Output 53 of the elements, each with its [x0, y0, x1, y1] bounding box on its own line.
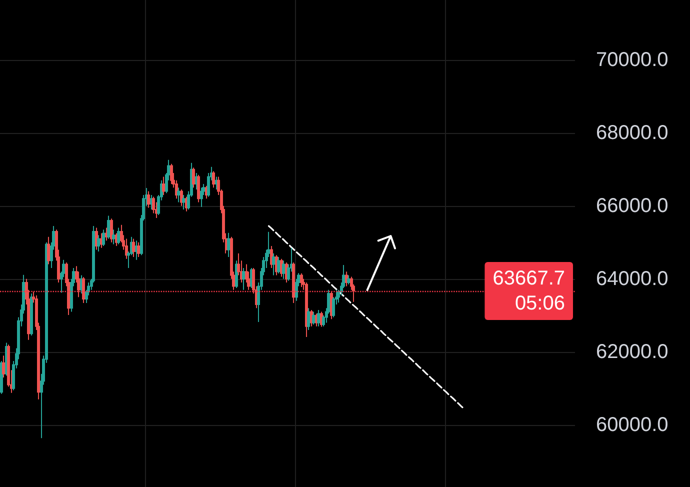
candlestick [147, 190, 150, 208]
candlestick [212, 170, 215, 188]
candlestick [227, 232, 230, 258]
candlestick [102, 229, 105, 247]
candlestick [317, 309, 320, 327]
candlestick [272, 252, 275, 276]
candlestick [107, 215, 110, 240]
candlestick [215, 176, 218, 190]
candlestick [292, 262, 295, 304]
candlestick [170, 163, 173, 184]
y-tick-label: 60000.0 [596, 414, 668, 436]
candlestick [2, 355, 5, 378]
annotation: 05:06 [514, 292, 565, 315]
candlestick [82, 276, 85, 304]
candlestick [112, 229, 115, 245]
y-tick-label: 68000.0 [596, 122, 668, 144]
candlestick [105, 227, 108, 242]
candlestick [97, 234, 100, 252]
y-tick-label: 64000.0 [596, 268, 668, 290]
candlestick [180, 188, 183, 206]
line-series [268, 225, 465, 410]
candlestick [47, 236, 50, 265]
candlestick [30, 293, 33, 336]
candlestick [282, 260, 285, 280]
candlestick [305, 282, 308, 338]
candlestick [312, 311, 315, 326]
candlestick [197, 174, 200, 203]
candlestick [152, 196, 155, 214]
candlestick [242, 267, 245, 290]
candlestick [117, 227, 120, 245]
candlestick [162, 176, 165, 196]
candlestick [150, 194, 153, 210]
candlestick [95, 227, 98, 250]
candlestick [182, 194, 185, 210]
candlestick [347, 274, 350, 285]
candlestick [277, 256, 280, 274]
candlestick [300, 272, 303, 288]
ref-line-label: 63667.7 [492, 268, 565, 290]
candlestick [192, 167, 195, 188]
candlestick [345, 271, 348, 287]
y-tick-label: 70000.0 [596, 48, 668, 71]
candlestick [307, 308, 310, 331]
candlestick [270, 246, 273, 268]
y-tick-label: 62000.0 [596, 340, 668, 363]
candlestick [125, 238, 128, 260]
candlestick [110, 218, 113, 243]
candlestick [137, 242, 140, 258]
candlestick [235, 260, 238, 289]
candlestick [177, 187, 180, 203]
candlestick [135, 240, 138, 260]
candlestick [200, 187, 203, 208]
y-tick-label: 66000.0 [596, 194, 668, 217]
candlestick [132, 238, 135, 258]
